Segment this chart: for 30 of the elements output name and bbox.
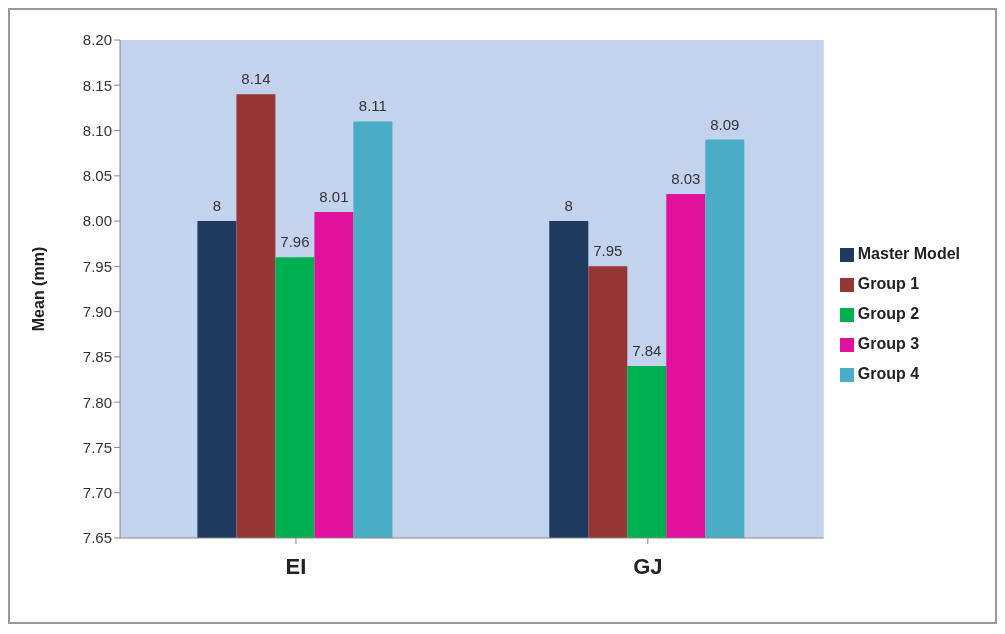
legend-label: Group 4 <box>857 365 920 382</box>
x-tick-label: GJ <box>633 553 663 579</box>
y-tick-label: 8.00 <box>82 212 112 230</box>
legend-label: Group 1 <box>857 275 920 292</box>
y-tick-label: 7.80 <box>82 393 112 411</box>
y-tick-label: 7.85 <box>82 348 112 366</box>
data-label: 8.14 <box>241 70 271 88</box>
y-tick-label: 7.65 <box>82 529 112 547</box>
data-label: 8.03 <box>671 169 701 187</box>
data-label: 7.95 <box>593 242 623 260</box>
data-label: 7.84 <box>632 341 662 359</box>
y-tick-label: 8.15 <box>82 76 112 94</box>
y-tick-label: 7.90 <box>82 302 112 320</box>
legend-label: Master Model <box>857 245 960 262</box>
y-tick-label: 8.10 <box>82 121 112 139</box>
data-label: 7.96 <box>280 233 310 251</box>
y-tick-label: 7.95 <box>82 257 112 275</box>
legend-label: Group 2 <box>857 305 920 322</box>
y-axis-title: Mean (mm) <box>29 246 47 332</box>
y-tick-label: 7.75 <box>82 438 112 456</box>
data-label: 8.01 <box>319 188 349 206</box>
y-tick-label: 7.70 <box>82 484 112 502</box>
legend-label: Group 3 <box>857 335 920 352</box>
data-label: 8 <box>212 197 222 215</box>
x-tick-label: EI <box>285 553 307 579</box>
data-label: 8.11 <box>358 97 387 115</box>
data-label: 8 <box>564 197 573 215</box>
y-tick-label: 8.20 <box>82 31 112 49</box>
data-label: 8.09 <box>710 115 740 133</box>
y-tick-label: 8.05 <box>82 167 112 185</box>
